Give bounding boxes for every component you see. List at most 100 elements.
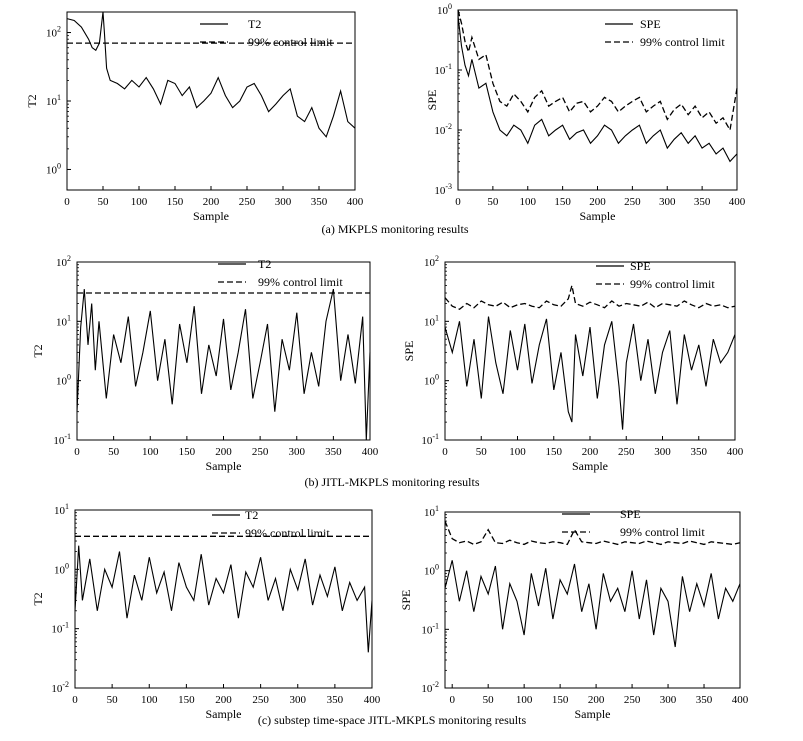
y-tick-base: 10 bbox=[53, 435, 65, 447]
x-tick-label: 100 bbox=[509, 446, 526, 458]
y-tick-exponent: 1 bbox=[67, 313, 71, 322]
y-tick-exponent: -2 bbox=[62, 680, 69, 689]
x-tick-label: 50 bbox=[107, 694, 119, 706]
caption-b: (b) JITL-MKPLS monitoring results bbox=[305, 475, 480, 489]
x-tick-label: 250 bbox=[624, 196, 641, 208]
y-tick-exponent: 1 bbox=[435, 313, 439, 322]
x-tick-label: 150 bbox=[179, 446, 196, 458]
y-tick-exponent: 0 bbox=[448, 2, 452, 11]
chart-panel-a-right: 0 50 100 150 200 250 300 350 40010-310-210-1100S… bbox=[425, 2, 746, 223]
y-tick-exponent: 1 bbox=[65, 502, 69, 511]
x-tick-label: 400 bbox=[347, 196, 364, 208]
y-axis-title: T2 bbox=[31, 592, 45, 605]
y-tick-base: 10 bbox=[56, 257, 68, 269]
caption-a: (a) MKPLS monitoring results bbox=[322, 222, 469, 236]
x-tick-label: 250 bbox=[618, 446, 635, 458]
x-tick-label: 100 bbox=[520, 196, 537, 208]
y-tick-label: 10-2 bbox=[434, 122, 452, 137]
x-tick-label: 200 bbox=[215, 694, 232, 706]
x-tick-label: 0 bbox=[442, 446, 448, 458]
y-tick-label: 100 bbox=[54, 561, 69, 576]
x-tick-label: 200 bbox=[215, 446, 232, 458]
y-tick-label: 10-3 bbox=[434, 182, 452, 197]
x-tick-label: 0 bbox=[64, 196, 70, 208]
legend-label-1: 99% control limit bbox=[245, 526, 330, 540]
caption-c: (c) substep time-space JITL-MKPLS monito… bbox=[258, 713, 527, 727]
x-tick-label: 250 bbox=[624, 694, 641, 706]
x-axis-title: Sample bbox=[575, 707, 611, 721]
y-tick-label: 102 bbox=[46, 25, 61, 40]
y-tick-exponent: -1 bbox=[445, 62, 452, 71]
y-tick-base: 10 bbox=[54, 564, 66, 576]
x-tick-label: 200 bbox=[588, 694, 605, 706]
y-tick-base: 10 bbox=[424, 566, 436, 578]
chart-panels: 0 50 100 150 200 250 300 350 400100101102SampleT… bbox=[25, 2, 749, 721]
x-tick-label: 0 bbox=[449, 694, 455, 706]
legend-label-0: T2 bbox=[258, 257, 271, 271]
y-tick-base: 10 bbox=[434, 185, 446, 197]
x-tick-label: 400 bbox=[364, 694, 381, 706]
x-tick-label: 200 bbox=[589, 196, 606, 208]
x-tick-label: 0 bbox=[455, 196, 461, 208]
x-tick-label: 200 bbox=[203, 196, 220, 208]
y-tick-base: 10 bbox=[421, 435, 433, 447]
y-tick-base: 10 bbox=[51, 624, 63, 636]
chart-panel-a-left: 0 50 100 150 200 250 300 350 400100101102SampleT… bbox=[25, 11, 364, 223]
series-line-spe bbox=[444, 560, 741, 648]
y-tick-exponent: 0 bbox=[67, 373, 71, 382]
x-tick-label: 100 bbox=[131, 196, 148, 208]
y-axis-title: T2 bbox=[25, 94, 39, 107]
series-line-t2 bbox=[76, 288, 371, 441]
x-axis-title: Sample bbox=[572, 459, 608, 473]
plot-frame bbox=[444, 511, 741, 689]
x-tick-label: 150 bbox=[167, 196, 184, 208]
y-tick-exponent: 1 bbox=[435, 504, 439, 513]
x-tick-label: 400 bbox=[732, 694, 749, 706]
y-axis-title: SPE bbox=[425, 90, 439, 111]
x-tick-label: 150 bbox=[552, 694, 569, 706]
legend-label-1: 99% control limit bbox=[620, 525, 705, 539]
y-tick-exponent: 1 bbox=[57, 93, 61, 102]
chart-panel-b-right: 0 50 100 150 200 250 300 350 40010-1100101102Sam… bbox=[402, 254, 744, 473]
legend-label-0: T2 bbox=[245, 508, 258, 522]
y-tick-exponent: 0 bbox=[57, 161, 61, 170]
x-tick-label: 250 bbox=[239, 196, 256, 208]
x-tick-label: 400 bbox=[727, 446, 744, 458]
chart-panel-c-left: 0 50 100 150 200 250 300 350 40010-210-1100101Sa… bbox=[31, 502, 381, 721]
y-tick-label: 10-1 bbox=[53, 432, 71, 447]
x-tick-label: 0 bbox=[72, 694, 78, 706]
y-tick-base: 10 bbox=[421, 624, 433, 636]
y-tick-base: 10 bbox=[421, 683, 433, 695]
y-tick-exponent: 2 bbox=[435, 254, 439, 263]
y-tick-label: 10-1 bbox=[434, 62, 452, 77]
x-tick-label: 150 bbox=[554, 196, 571, 208]
y-tick-base: 10 bbox=[56, 316, 68, 328]
x-tick-label: 150 bbox=[178, 694, 195, 706]
y-tick-exponent: 0 bbox=[65, 561, 69, 570]
y-tick-exponent: -1 bbox=[62, 621, 69, 630]
y-tick-label: 102 bbox=[424, 254, 439, 269]
y-tick-label: 100 bbox=[56, 373, 71, 388]
x-tick-label: 300 bbox=[275, 196, 292, 208]
x-tick-label: 350 bbox=[327, 694, 344, 706]
x-tick-label: 350 bbox=[325, 446, 342, 458]
y-tick-label: 100 bbox=[424, 563, 439, 578]
x-tick-label: 350 bbox=[311, 196, 328, 208]
legend-label-0: T2 bbox=[248, 17, 261, 31]
legend-label-1: 99% control limit bbox=[248, 35, 333, 49]
y-tick-base: 10 bbox=[434, 125, 446, 137]
control-limit-line bbox=[444, 520, 741, 546]
x-tick-label: 300 bbox=[654, 446, 671, 458]
control-limit-line bbox=[444, 285, 736, 310]
y-tick-exponent: 0 bbox=[435, 373, 439, 382]
y-tick-exponent: -2 bbox=[445, 122, 452, 131]
legend-label-0: SPE bbox=[620, 507, 641, 521]
x-tick-label: 350 bbox=[691, 446, 708, 458]
series-line-t2 bbox=[66, 11, 356, 138]
chart-panel-b-left: 0 50 100 150 200 250 300 350 40010-1100101102Sam… bbox=[31, 254, 379, 473]
series-line-spe bbox=[457, 15, 738, 163]
x-tick-label: 150 bbox=[546, 446, 563, 458]
y-tick-label: 100 bbox=[46, 161, 61, 176]
x-tick-label: 400 bbox=[729, 196, 746, 208]
y-tick-exponent: -3 bbox=[445, 182, 452, 191]
